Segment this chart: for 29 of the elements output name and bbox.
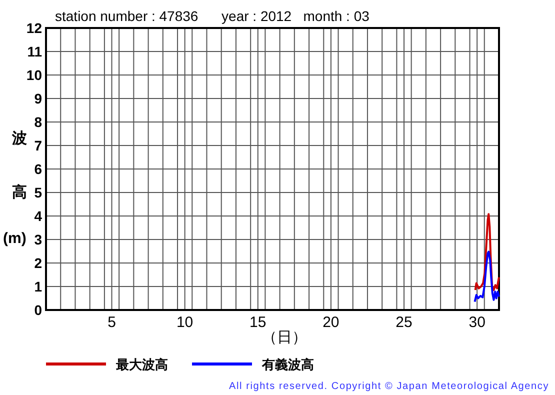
legend-label: 有義波高	[261, 357, 314, 372]
y-tick-label: 3	[34, 232, 42, 248]
x-tick-label: 25	[396, 314, 412, 331]
y-tick-label: 4	[34, 208, 42, 224]
y-tick-label: 12	[26, 20, 42, 36]
y-tick-label: 10	[26, 67, 42, 83]
text: 波高(m)	[3, 130, 27, 247]
text: All rights reserved. Copyright © Japan Meteorological Agency	[229, 381, 549, 392]
x-tick-label: 20	[322, 314, 340, 331]
x-tick-label: 30	[468, 314, 486, 331]
line-series	[474, 213, 500, 292]
y-tick-label: 8	[34, 114, 42, 130]
y-tick-label: 9	[34, 90, 42, 106]
y-tick-label: 7	[34, 138, 42, 154]
y-tick-label: 5	[34, 184, 42, 200]
x-axis-title: （日）	[262, 329, 307, 346]
y-tick-label: 1	[34, 278, 42, 294]
y-tick-label: 0	[34, 302, 42, 318]
x-tick-label: 10	[176, 314, 194, 331]
x-tick-label: 5	[108, 314, 116, 331]
legend-label: 最大波高	[115, 357, 168, 372]
legend-item: 有義波高	[192, 357, 314, 372]
legend-item: 最大波高	[46, 357, 168, 372]
line-series	[474, 250, 500, 303]
chart-title: station number : 47836 year : 2012 month : 03	[55, 8, 370, 24]
y-tick-label: 2	[34, 255, 42, 271]
y-tick-label: 6	[34, 161, 42, 177]
y-tick-label: 11	[27, 44, 42, 60]
x-tick-label: 15	[250, 314, 266, 331]
